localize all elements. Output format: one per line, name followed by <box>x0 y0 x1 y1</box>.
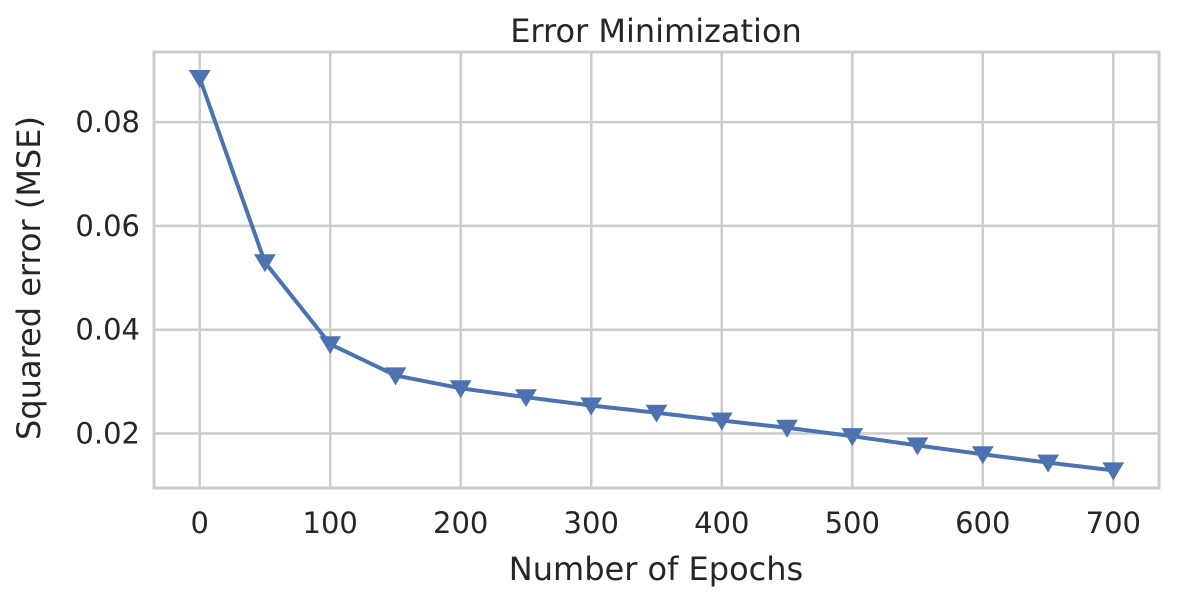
data-point-marker <box>384 367 407 386</box>
grid-layer <box>154 52 1159 488</box>
x-tick-label: 200 <box>433 506 488 540</box>
data-point-marker <box>449 380 472 399</box>
x-tick-label: 500 <box>825 506 880 540</box>
data-point-marker <box>906 437 929 456</box>
x-tick-label: 100 <box>303 506 358 540</box>
data-point-marker <box>971 446 994 465</box>
y-tick-label: 0.06 <box>75 209 140 243</box>
data-point-marker <box>1102 462 1125 481</box>
data-point-marker <box>319 336 342 355</box>
data-point-marker <box>1037 454 1059 473</box>
x-tick-label: 400 <box>694 506 749 540</box>
data-point-marker <box>580 397 603 416</box>
y-tick-label: 0.02 <box>75 417 140 451</box>
x-tick-label: 600 <box>955 506 1010 540</box>
data-point-marker <box>776 419 798 438</box>
data-point-marker <box>188 70 211 88</box>
x-tick-label: 700 <box>1086 506 1141 540</box>
data-point-marker <box>841 428 864 447</box>
y-axis-title: Squared error (MSE) <box>10 116 48 440</box>
series-layer <box>188 70 1125 481</box>
y-tick-label: 0.04 <box>75 313 140 347</box>
tick-label-layer: 0 100 200 300 400 500 600 700 0.02 0.04 0.06 0.08 <box>75 105 1141 540</box>
data-point-marker <box>710 412 733 431</box>
y-tick-label: 0.08 <box>75 105 140 139</box>
x-axis-title: Number of Epochs <box>509 550 803 588</box>
plot-frame <box>152 50 1161 490</box>
chart-title: Error Minimization <box>510 12 802 50</box>
x-tick-label: 300 <box>564 506 619 540</box>
data-point-marker <box>254 254 276 273</box>
data-point-marker <box>515 389 537 408</box>
x-tick-label: 0 <box>190 506 208 540</box>
data-point-marker <box>645 404 668 423</box>
